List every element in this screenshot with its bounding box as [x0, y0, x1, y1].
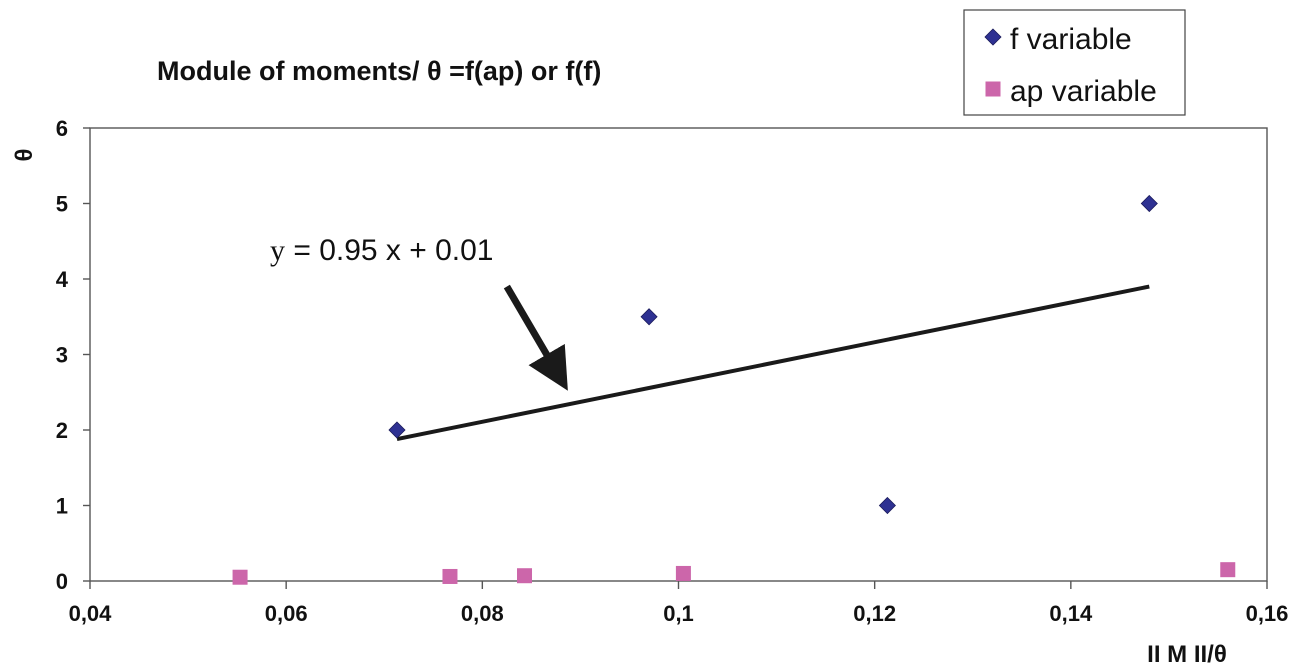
series-diamond [388, 194, 1158, 515]
x-axis-label: II M II/θ [1147, 641, 1227, 668]
x-tick-label: 0,14 [1049, 601, 1093, 626]
x-tick-label: 0,16 [1246, 601, 1289, 626]
x-tick-label: 0,1 [663, 601, 694, 626]
equation-y: y [270, 234, 285, 267]
x-tick-label: 0,04 [69, 601, 113, 626]
y-tick-label: 6 [56, 116, 68, 141]
series-square [232, 562, 1236, 585]
y-tick-label: 0 [56, 569, 68, 594]
equation-text: = 0.95 x + 0.01 [285, 234, 494, 267]
f-variable-point [640, 308, 658, 326]
legend-marker-square [985, 81, 1001, 97]
equation-annotation: y = 0.95 x + 0.01 [270, 234, 568, 391]
f-variable-point [1140, 194, 1158, 213]
x-tick-label: 0,06 [265, 601, 308, 626]
legend-box [963, 9, 1186, 116]
equation-label: y = 0.95 x + 0.01 [270, 234, 494, 267]
x-tick-label: 0,12 [853, 601, 896, 626]
x-tick-label: 0,08 [461, 601, 504, 626]
ap-variable-point [232, 569, 248, 585]
legend-label: f variable [1010, 23, 1132, 56]
ap-variable-point [1220, 562, 1236, 578]
ap-variable-point [442, 568, 458, 584]
equation-arrow [503, 284, 568, 391]
legend-marker-diamond [984, 28, 1002, 46]
y-tick-label: 5 [56, 192, 68, 217]
y-axis-label: θ [11, 149, 38, 162]
y-axis: 0 1 2 3 4 5 6 [56, 116, 90, 594]
y-tick-label: 3 [56, 343, 68, 368]
f-variable-point [388, 421, 406, 439]
f-variable-point [878, 496, 896, 515]
data-points [232, 194, 1236, 585]
x-axis: 0,04 0,06 0,08 0,1 0,12 0,14 0,16 [69, 581, 1289, 626]
y-tick-label: 2 [56, 418, 68, 443]
trendline [396, 284, 1150, 442]
y-tick-label: 4 [56, 267, 69, 292]
ap-variable-point [675, 565, 691, 581]
legend: f variable ap variable [963, 9, 1186, 116]
chart-title: Module of moments/ θ =f(ap) or f(f) [157, 56, 601, 86]
y-tick-label: 1 [56, 494, 68, 519]
ap-variable-point [517, 568, 533, 584]
plot-area [89, 127, 1268, 582]
legend-label: ap variable [1010, 75, 1157, 108]
